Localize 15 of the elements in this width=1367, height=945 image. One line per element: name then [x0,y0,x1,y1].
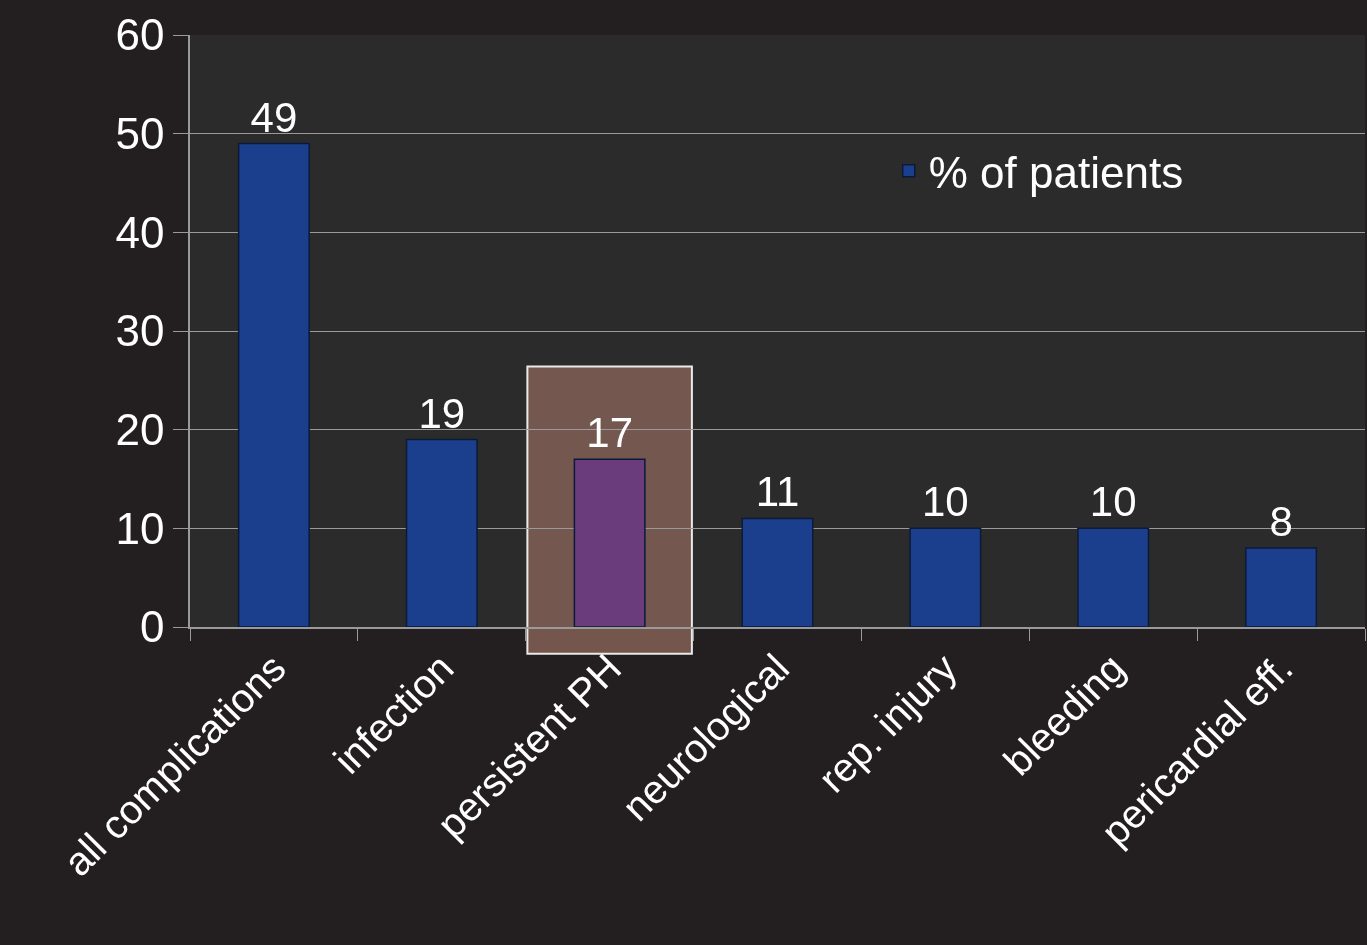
y-tick-label: 20 [115,405,165,455]
data-label: 10 [922,478,969,526]
y-tick-label: 10 [115,503,165,553]
data-label: 19 [418,389,466,437]
y-tick-label: 50 [115,109,165,159]
data-label: 11 [755,468,800,516]
y-tick-label: 40 [115,207,165,257]
data-label: 49 [250,93,298,141]
data-label: 8 [1269,498,1293,546]
data-label: 17 [586,409,633,457]
y-tick-label: 0 [139,602,165,652]
y-tick-label: 30 [115,306,165,356]
y-tick-label: 60 [115,10,165,60]
legend-label: % of patients [928,147,1184,197]
data-label: 10 [1089,478,1137,526]
